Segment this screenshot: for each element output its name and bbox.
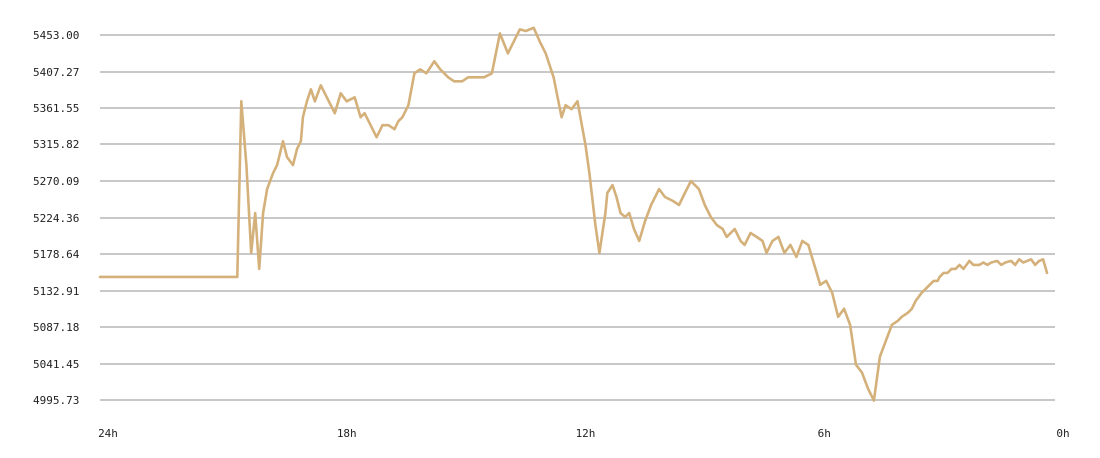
series-line-0 xyxy=(98,26,1049,402)
y-tick-label: 5087.18 xyxy=(33,321,79,334)
y-tick-label: 5178.64 xyxy=(33,248,80,261)
x-tick-label: 0h xyxy=(1056,427,1069,440)
x-tick-label: 24h xyxy=(98,427,118,440)
x-tick-label: 12h xyxy=(576,427,596,440)
series-layer xyxy=(98,26,1049,402)
y-tick-label: 5315.82 xyxy=(33,138,79,151)
y-tick-label: 5270.09 xyxy=(33,175,79,188)
y-tick-label: 5224.36 xyxy=(33,212,79,225)
y-tick-label: 5407.27 xyxy=(33,66,79,79)
y-tick-label: 5453.00 xyxy=(33,29,79,42)
y-tick-label: 5041.45 xyxy=(33,358,79,371)
x-tick-label: 18h xyxy=(337,427,357,440)
y-axis-tick-labels: 5453.00 5407.27 5361.55 5315.82 5270.09 5224.… xyxy=(33,29,80,407)
x-axis-tick-labels: 24h 18h 12h 6h 0h xyxy=(98,427,1070,440)
y-tick-label: 5361.55 xyxy=(33,102,79,115)
y-tick-label: 5132.91 xyxy=(33,285,79,298)
y-tick-label: 4995.73 xyxy=(33,394,79,407)
gridlines xyxy=(100,34,1055,401)
x-tick-label: 6h xyxy=(818,427,831,440)
